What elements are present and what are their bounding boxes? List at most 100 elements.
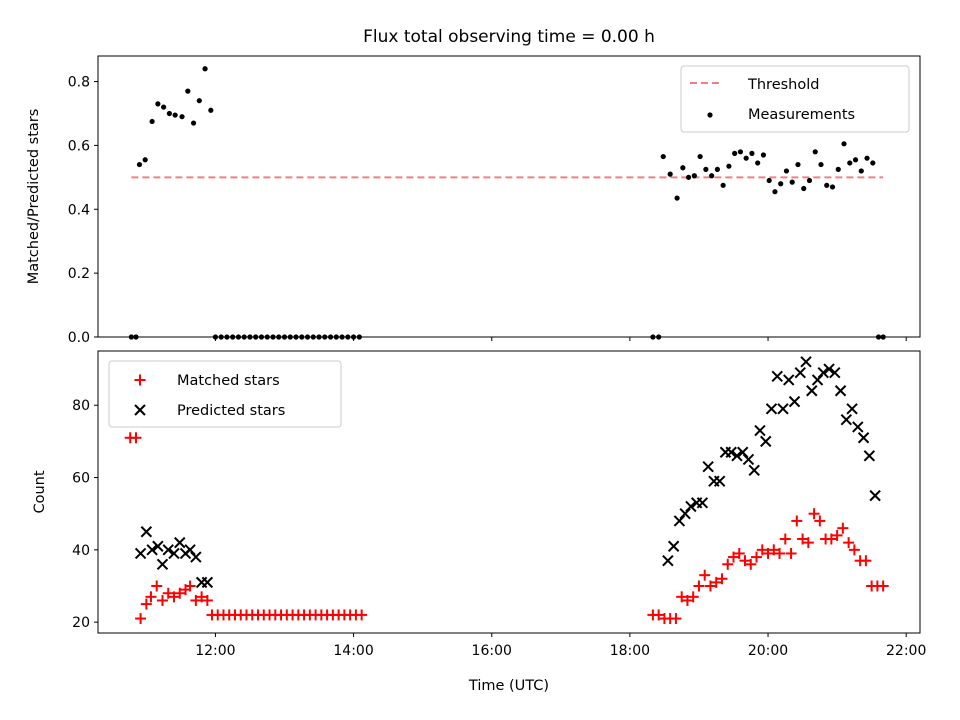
x-axis-label: Time (UTC) bbox=[468, 678, 549, 694]
bottom-axes-frame bbox=[97, 350, 921, 634]
predicted-star-point bbox=[174, 536, 186, 549]
legend-plus-marker bbox=[134, 374, 146, 386]
matched-star-point bbox=[825, 533, 837, 545]
measurement-point bbox=[697, 153, 703, 160]
measurement-point bbox=[852, 157, 859, 163]
measurement-point bbox=[680, 165, 686, 171]
matched-star-point bbox=[151, 580, 163, 592]
predicted-star-point bbox=[685, 500, 697, 513]
matched-star-point bbox=[699, 569, 711, 581]
bottom-legend-box bbox=[108, 360, 342, 428]
measurement-point bbox=[749, 150, 755, 156]
predicted-star-point bbox=[794, 366, 806, 379]
top-y-tick-label: 0.2 bbox=[68, 266, 90, 282]
predicted-star-point bbox=[852, 421, 864, 433]
measurement-point bbox=[720, 182, 726, 188]
measurement-point bbox=[732, 150, 738, 156]
predicted-star-point bbox=[679, 507, 691, 520]
measurement-point bbox=[824, 182, 830, 188]
matched-star-point bbox=[676, 591, 688, 603]
measurement-point bbox=[172, 112, 178, 118]
measurement-point bbox=[691, 173, 697, 179]
measurement-point bbox=[783, 168, 790, 174]
legend-predicted-swatch bbox=[134, 404, 146, 416]
matched-star-point bbox=[162, 587, 174, 599]
measurement-point bbox=[806, 177, 813, 184]
predicted-star-point bbox=[156, 558, 169, 571]
matched-star-point bbox=[135, 613, 147, 625]
measurement-point bbox=[674, 195, 680, 201]
matched-star-point bbox=[356, 609, 368, 621]
predicted-star-point bbox=[662, 554, 674, 567]
bottom-x-ticks: 12:00 14:00 16:00 18:00 20:00 22:00 bbox=[195, 633, 926, 659]
matched-star-point bbox=[145, 591, 157, 603]
measurement-points bbox=[128, 66, 886, 340]
measurement-point bbox=[812, 149, 818, 155]
matched-star-point bbox=[791, 515, 803, 527]
matched-star-point bbox=[751, 551, 763, 563]
legend-x-marker bbox=[134, 404, 146, 416]
measurement-point bbox=[179, 114, 185, 120]
measurement-point bbox=[818, 161, 824, 168]
matched-star-point bbox=[733, 547, 745, 559]
matched-star-point bbox=[797, 533, 809, 545]
top-y-ticks: 0.0 0.2 0.4 0.6 0.8 bbox=[68, 75, 98, 346]
x-tick-label: 16:00 bbox=[472, 643, 512, 659]
predicted-star-point bbox=[840, 413, 853, 426]
predicted-star-point bbox=[140, 526, 153, 538]
matched-star-point bbox=[808, 508, 820, 520]
measurement-point bbox=[142, 157, 148, 163]
bottom-y-tick-label: 60 bbox=[72, 471, 90, 487]
matched-star-point bbox=[704, 580, 716, 592]
measurement-point bbox=[743, 155, 749, 161]
predicted-star-point bbox=[760, 435, 772, 448]
measurement-point bbox=[709, 173, 715, 179]
matched-star-point bbox=[831, 529, 843, 541]
matched-star-point bbox=[681, 594, 693, 606]
measurement-point bbox=[829, 184, 836, 190]
predicted-star-point bbox=[134, 547, 147, 560]
bottom-y-axis-label: Count bbox=[32, 470, 48, 513]
measurement-point bbox=[149, 118, 155, 125]
matched-star-point bbox=[756, 544, 768, 556]
matched-star-point bbox=[848, 544, 860, 556]
predicted-star-point bbox=[788, 395, 801, 408]
matched-star-point bbox=[722, 558, 734, 570]
measurement-point bbox=[190, 120, 197, 126]
predicted-star-point bbox=[736, 446, 749, 458]
measurement-point bbox=[136, 161, 143, 168]
measurement-point bbox=[755, 160, 761, 166]
matched-star-point bbox=[130, 432, 142, 444]
x-tick-label: 22:00 bbox=[886, 643, 926, 659]
matched-star-point bbox=[843, 537, 855, 549]
x-tick-label: 14:00 bbox=[333, 643, 373, 659]
bottom-y-tick-label: 80 bbox=[72, 398, 90, 414]
measurement-point bbox=[772, 189, 778, 195]
matched-star-point bbox=[140, 598, 152, 610]
legend-matched-label: Matched stars bbox=[177, 373, 280, 389]
matched-star-point bbox=[174, 587, 186, 599]
matched-star-point bbox=[739, 555, 751, 567]
predicted-star-point bbox=[754, 424, 766, 437]
matched-star-point bbox=[156, 594, 168, 606]
matched-star-point bbox=[727, 551, 739, 563]
matched-star-point bbox=[201, 594, 213, 606]
top-y-tick-label: 0.6 bbox=[68, 138, 90, 154]
measurement-point bbox=[208, 107, 214, 113]
matched-star-point bbox=[716, 573, 728, 585]
matched-star-point bbox=[785, 547, 797, 559]
predicted-star-point bbox=[725, 446, 737, 458]
predicted-star-point bbox=[863, 450, 876, 462]
predicted-star-point bbox=[823, 363, 835, 375]
predicted-star-point bbox=[201, 576, 214, 589]
predicted-star-point bbox=[184, 544, 196, 556]
x-tick-label: 18:00 bbox=[610, 643, 650, 659]
bottom-y-tick-label: 20 bbox=[72, 615, 90, 631]
measurement-point bbox=[766, 177, 772, 184]
matched-star-point bbox=[670, 613, 682, 625]
measurement-point bbox=[155, 101, 161, 107]
matched-star-point bbox=[877, 580, 889, 592]
predicted-star-point bbox=[806, 385, 818, 397]
